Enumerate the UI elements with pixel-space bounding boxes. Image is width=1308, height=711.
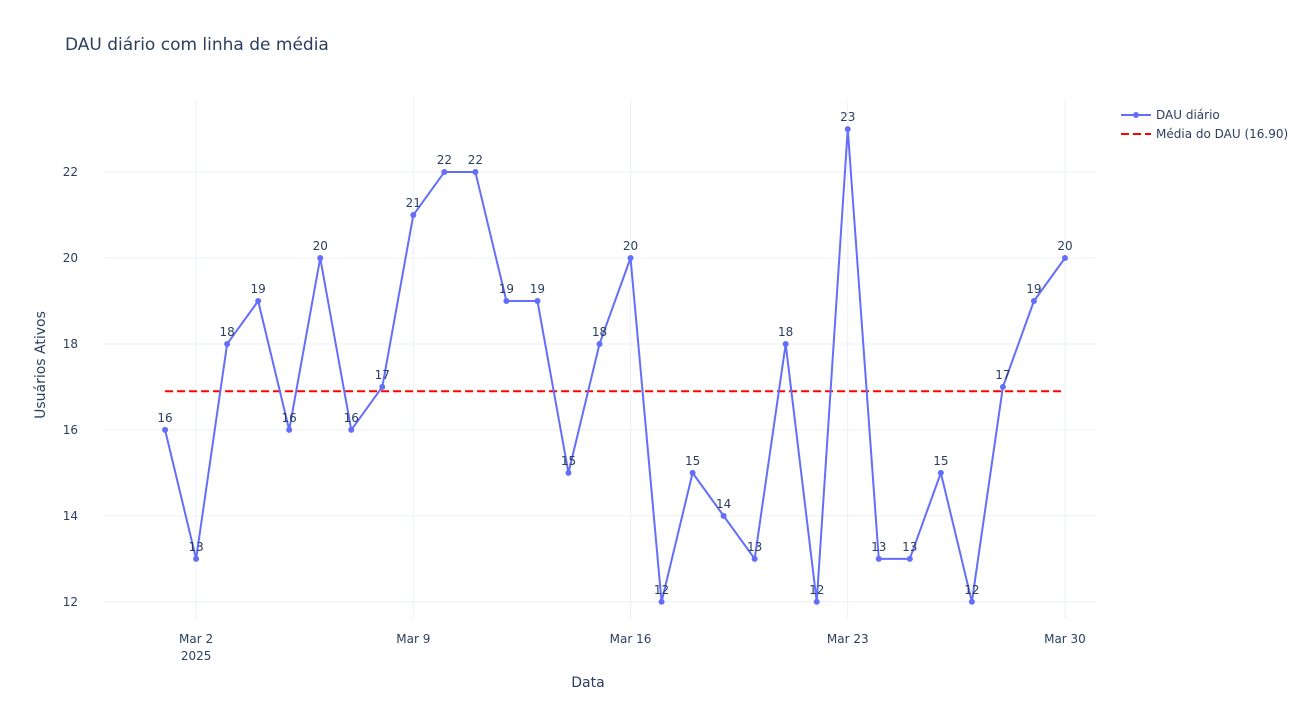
dau-point — [286, 426, 293, 433]
dau-point — [782, 340, 789, 347]
dau-point — [379, 383, 386, 390]
dau-data-label: 19 — [251, 282, 266, 296]
dau-data-label: 13 — [747, 540, 762, 554]
y-tick-label: 16 — [63, 423, 78, 437]
dau-data-label: 16 — [157, 411, 172, 425]
dau-data-label: 19 — [499, 282, 514, 296]
dau-point — [472, 169, 479, 176]
legend-label-mean: Média do DAU (16.90) — [1156, 127, 1288, 141]
dau-point — [534, 297, 541, 304]
x-tick-year-label: 2025 — [181, 649, 212, 663]
dau-data-label: 14 — [716, 497, 731, 511]
y-tick-label: 12 — [63, 595, 78, 609]
x-tick-label: Mar 9 — [396, 632, 430, 646]
y-tick-label: 20 — [63, 251, 78, 265]
dau-data-label: 18 — [219, 325, 234, 339]
dau-data-label: 20 — [623, 239, 638, 253]
dau-data-label: 22 — [468, 153, 483, 167]
legend-label-dau: DAU diário — [1156, 108, 1220, 122]
dau-point — [844, 126, 851, 133]
x-tick-label: Mar 23 — [827, 632, 869, 646]
dau-point — [348, 426, 355, 433]
dau-point — [1030, 297, 1037, 304]
y-tick-label: 18 — [63, 337, 78, 351]
dau-point — [627, 255, 634, 262]
dau-point — [441, 169, 448, 176]
dau-data-label: 13 — [188, 540, 203, 554]
chart-title: DAU diário com linha de média — [65, 35, 329, 55]
dau-data-label: 17 — [995, 368, 1010, 382]
dau-point — [255, 297, 262, 304]
dau-point — [224, 340, 231, 347]
dau-point — [565, 469, 572, 476]
x-axis-title: Data — [571, 675, 604, 691]
dau-point — [193, 555, 200, 562]
dau-data-label: 19 — [530, 282, 545, 296]
dau-point — [162, 426, 169, 433]
dau-data-label: 16 — [282, 411, 297, 425]
dau-data-label: 13 — [871, 540, 886, 554]
dau-point — [689, 469, 696, 476]
dau-point — [1061, 255, 1068, 262]
grid-lines — [103, 99, 1096, 619]
dau-point — [999, 383, 1006, 390]
dau-point — [658, 598, 665, 605]
dau-data-label: 12 — [654, 583, 669, 597]
dau-data-label: 20 — [313, 239, 328, 253]
legend-marker-icon — [1133, 112, 1139, 118]
dau-point — [813, 598, 820, 605]
dau-data-label: 17 — [375, 368, 390, 382]
x-tick-label: Mar 16 — [610, 632, 652, 646]
dau-data-label: 16 — [344, 411, 359, 425]
plot-area — [162, 126, 1068, 605]
y-axis-title: Usuários Ativos — [33, 311, 49, 419]
dau-data-label: 18 — [592, 325, 607, 339]
dau-data-label: 21 — [406, 196, 421, 210]
x-tick-label: Mar 30 — [1044, 632, 1086, 646]
dau-data-label: 18 — [778, 325, 793, 339]
dau-point — [751, 555, 758, 562]
dau-point — [410, 212, 417, 219]
dau-point — [596, 340, 603, 347]
axis-ticks: 12 14 16 18 20 22 Mar 2 2025 Mar 9 Mar 16 Mar 23 Ma… — [63, 165, 1086, 663]
dau-data-label: 23 — [840, 110, 855, 124]
dau-point — [317, 255, 324, 262]
dau-point — [720, 512, 727, 519]
dau-data-label: 20 — [1057, 239, 1072, 253]
dau-point — [906, 555, 913, 562]
dau-data-label: 15 — [561, 454, 576, 468]
dau-data-label: 19 — [1026, 282, 1041, 296]
legend-item-dau[interactable]: DAU diário — [1121, 108, 1220, 122]
legend[interactable]: DAU diário Média do DAU (16.90) — [1121, 108, 1288, 141]
dau-data-label: 15 — [933, 454, 948, 468]
dau-data-label: 12 — [964, 583, 979, 597]
dau-data-label: 12 — [809, 583, 824, 597]
dau-line — [164, 128, 1066, 603]
dau-point — [503, 297, 510, 304]
x-tick-label: Mar 2 — [179, 632, 213, 646]
dau-point — [968, 598, 975, 605]
y-tick-label: 14 — [63, 509, 78, 523]
dau-data-label: 22 — [437, 153, 452, 167]
y-tick-label: 22 — [63, 165, 78, 179]
legend-item-mean[interactable]: Média do DAU (16.90) — [1121, 127, 1288, 141]
data-labels: 16 13 18 19 16 20 16 17 21 22 22 19 19 15 18 20 12 15 14 13… — [157, 110, 1072, 597]
dau-point — [937, 469, 944, 476]
dau-data-label: 15 — [685, 454, 700, 468]
dau-point — [875, 555, 882, 562]
dau-data-label: 13 — [902, 540, 917, 554]
